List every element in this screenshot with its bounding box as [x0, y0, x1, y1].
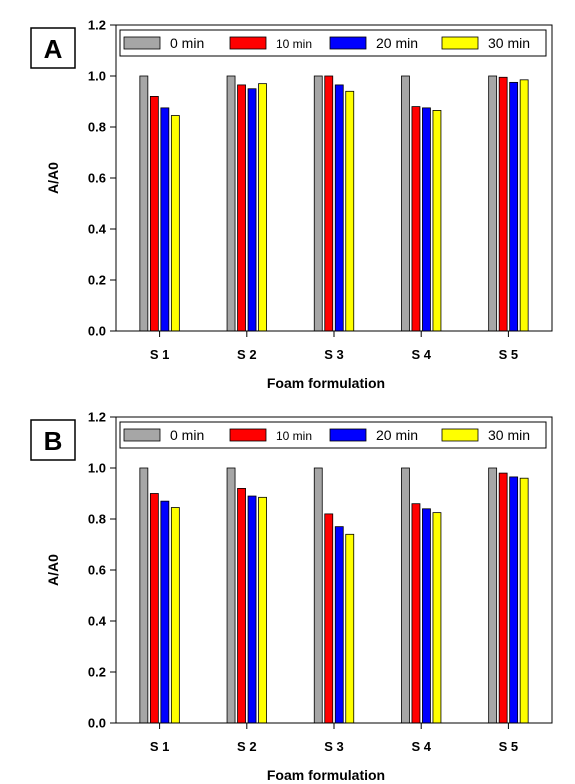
bar-30-min-S3	[345, 90, 355, 332]
bar-10-min-S1	[149, 493, 159, 724]
bar-20-min-S4	[422, 107, 431, 332]
bar-30-min-S1	[170, 115, 180, 332]
y-axis-title: A/A0	[45, 554, 61, 586]
bar-0-min-S1	[139, 467, 149, 724]
panel-label-box	[30, 27, 76, 69]
bar-0-min-S3	[313, 467, 323, 724]
legend-label: 20 min	[376, 427, 418, 443]
y-tick-label: 0.6	[88, 171, 106, 186]
x-tick-label: S 4	[411, 739, 431, 754]
bar-0-min-S5	[488, 75, 498, 332]
bar-10-min-S5	[498, 472, 508, 724]
y-tick-label: 0.0	[88, 324, 106, 339]
chart-panel-a: A 0.0 0.2 0.4 0.6 0.8 1.0 1.2 S 1 S 2 S 3 S 4 S 5 A/A…	[30, 18, 553, 391]
x-tick-label: S 1	[150, 347, 170, 362]
legend-label: 30 min	[488, 427, 530, 443]
x-tick-label: S 3	[324, 347, 344, 362]
bar-20-min-S1	[160, 107, 170, 332]
x-tick-label: S 1	[150, 739, 170, 754]
chart-panel-b: B 0.0 0.2 0.4 0.6 0.8 1.0 1.2 S 1 S 2 S 3 S 4 S 5 A/A…	[0, 392, 575, 784]
y-tick-label: 0.6	[88, 563, 106, 578]
legend-label: 10 min	[276, 429, 312, 443]
bar-0-min-S4	[401, 75, 410, 332]
bar-0-min-S2	[226, 75, 236, 332]
legend-swatch	[441, 428, 479, 442]
legend-label: 30 min	[488, 35, 530, 51]
legend-swatch	[123, 428, 161, 442]
panel-label-box	[30, 419, 76, 461]
x-tick-label: S 2	[237, 347, 257, 362]
y-tick-label: 0.2	[88, 273, 106, 288]
x-axis-title: Foam formulation	[267, 767, 385, 783]
bar-30-min-S5	[519, 477, 529, 724]
y-tick-label: 1.2	[88, 410, 106, 425]
bar-10-min-S1	[149, 96, 159, 332]
plot-frame	[115, 416, 553, 724]
y-tick-label: 0.4	[88, 614, 107, 629]
y-tick-label: 0.0	[88, 716, 106, 731]
x-tick-label: S 4	[411, 347, 431, 362]
x-tick-label: S 5	[499, 347, 519, 362]
bar-30-min-S5	[519, 79, 529, 332]
y-tick-label: 1.2	[88, 18, 106, 33]
plot-frame	[115, 24, 553, 332]
bar-20-min-S2	[247, 495, 257, 724]
x-tick-label: S 5	[499, 739, 519, 754]
y-tick-label: 0.8	[88, 512, 106, 527]
bar-30-min-S2	[258, 83, 267, 332]
panel-label: B	[44, 426, 63, 456]
bar-0-min-S3	[313, 75, 323, 332]
legend-swatch	[329, 36, 367, 50]
bar-20-min-S3	[334, 84, 344, 332]
x-tick-label: S 2	[237, 739, 257, 754]
legend-label: 10 min	[276, 37, 312, 51]
legend-swatch	[229, 36, 267, 50]
bar-20-min-S2	[247, 88, 257, 332]
bar-0-min-S1	[139, 75, 149, 332]
y-tick-label: 0.2	[88, 665, 106, 680]
y-tick-label: 0.8	[88, 120, 106, 135]
bar-30-min-S1	[170, 507, 180, 724]
bar-10-min-S2	[237, 84, 246, 332]
panel-label: A	[44, 34, 63, 64]
bar-10-min-S4	[411, 106, 421, 332]
bar-0-min-S4	[401, 467, 410, 724]
bar-10-min-S2	[237, 488, 246, 724]
bar-0-min-S2	[226, 467, 236, 724]
y-tick-label: 1.0	[88, 461, 106, 476]
bar-10-min-S5	[498, 76, 508, 332]
legend-swatch	[329, 428, 367, 442]
bar-20-min-S3	[334, 526, 344, 724]
bar-0-min-S5	[488, 467, 498, 724]
legend-swatch	[229, 428, 267, 442]
legend-label: 0 min	[170, 35, 204, 51]
chart-a-svg: A 0.0 0.2 0.4 0.6 0.8 1.0 1.2 S 1 S 2 S 3 S 4 S 5 A/A…	[30, 18, 553, 391]
bar-10-min-S3	[324, 75, 334, 332]
x-axis-title: Foam formulation	[267, 375, 385, 391]
bar-20-min-S1	[160, 500, 170, 724]
legend-swatch	[441, 36, 479, 50]
legend-swatch	[123, 36, 161, 50]
bar-20-min-S5	[509, 476, 519, 724]
x-tick-label: S 3	[324, 739, 344, 754]
chart-b-svg: B 0.0 0.2 0.4 0.6 0.8 1.0 1.2 S 1 S 2 S 3 S 4 S 5 A/A…	[30, 410, 553, 783]
legend-label: 0 min	[170, 427, 204, 443]
bar-10-min-S4	[411, 503, 421, 724]
bar-30-min-S2	[258, 496, 267, 724]
bar-20-min-S5	[509, 81, 519, 332]
bar-10-min-S3	[324, 513, 334, 724]
bar-30-min-S4	[432, 110, 442, 332]
legend-label: 20 min	[376, 35, 418, 51]
y-axis-title: A/A0	[45, 162, 61, 194]
bar-30-min-S4	[432, 512, 442, 724]
bar-20-min-S4	[422, 508, 431, 724]
y-tick-label: 0.4	[88, 222, 107, 237]
y-tick-label: 1.0	[88, 69, 106, 84]
bar-30-min-S3	[345, 533, 355, 724]
